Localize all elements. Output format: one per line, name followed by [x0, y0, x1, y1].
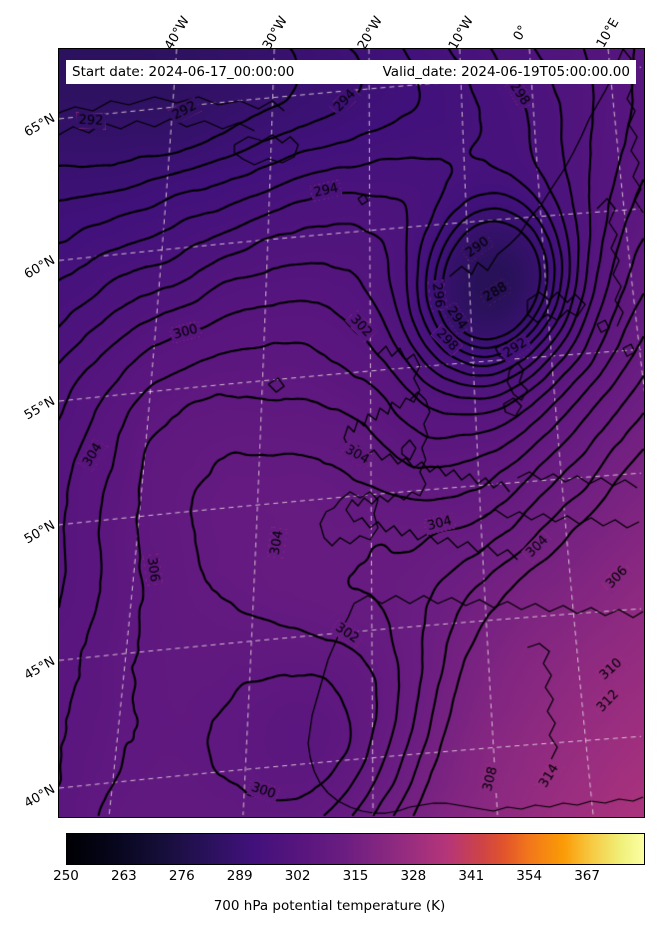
colorbar-tick-276: 276 [168, 868, 195, 884]
lat-tick-60N: 60°N [21, 253, 58, 283]
lon-tick-0: 0° [510, 23, 532, 44]
lat-tick-65N: 65°N [21, 111, 58, 141]
colorbar-title: 700 hPa potential temperature (K) [213, 898, 446, 914]
lon-tick-10E: 10°E [593, 15, 623, 51]
map-axes[interactable] [58, 48, 645, 818]
colorbar-tick-289: 289 [226, 868, 253, 884]
date-info-banner: Start date: 2024-06-17_00:00:00 Valid_da… [66, 60, 636, 84]
valid-date-label: Valid_date: 2024-06-19T05:00:00.00 [382, 64, 630, 80]
colorbar-tick-367: 367 [574, 868, 600, 884]
lat-tick-50N: 50°N [21, 518, 58, 548]
colorbar-tick-315: 315 [342, 868, 369, 884]
colorbar-tick-263: 263 [111, 868, 137, 884]
colorbar-tick-labels: 250 263 276 289 302 315 328 341 354 367 [53, 868, 645, 886]
lon-tick-30W: 30°W [259, 13, 291, 53]
colorbar-tick-250: 250 [53, 868, 79, 884]
potential-temperature-map [59, 49, 644, 817]
colorbar-tick-354: 354 [516, 868, 543, 884]
lat-tick-40N: 40°N [21, 782, 58, 812]
colorbar-tick-328: 328 [400, 868, 427, 884]
lat-tick-55N: 55°N [21, 394, 58, 424]
lat-tick-45N: 45°N [21, 654, 58, 684]
colorbar-gradient [67, 834, 644, 864]
start-date-label: Start date: 2024-06-17_00:00:00 [72, 64, 295, 80]
lon-tick-10W: 10°W [445, 13, 477, 53]
colorbar[interactable] [66, 833, 645, 865]
lon-tick-40W: 40°W [161, 13, 193, 53]
colorbar-tick-302: 302 [284, 868, 311, 884]
lon-tick-20W: 20°W [354, 13, 386, 53]
colorbar-tick-341: 341 [458, 868, 485, 884]
